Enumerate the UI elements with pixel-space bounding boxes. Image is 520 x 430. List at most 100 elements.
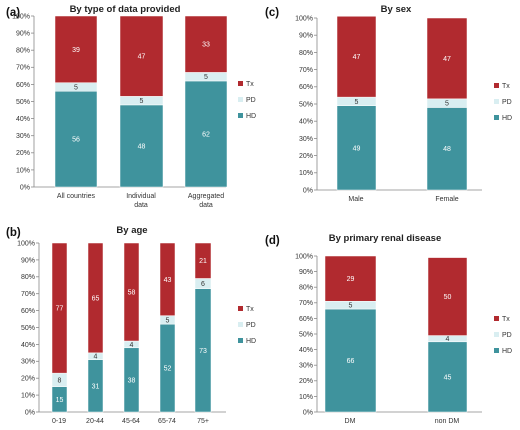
y-tick-label: 20% bbox=[299, 153, 313, 160]
data-label: 4 bbox=[446, 336, 450, 343]
data-label: 8 bbox=[58, 377, 62, 384]
data-label: 49 bbox=[353, 145, 361, 152]
bar-segment-tx bbox=[123, 242, 140, 342]
data-label: 21 bbox=[199, 258, 207, 265]
y-tick-label: 100% bbox=[12, 13, 30, 20]
y-tick-label: 100% bbox=[17, 240, 35, 247]
legend-swatch-pd bbox=[238, 322, 243, 327]
y-tick-label: 90% bbox=[21, 257, 35, 264]
legend-label-tx: Tx bbox=[502, 83, 510, 90]
legend-label-hd: HD bbox=[502, 115, 512, 122]
bar-segment-tx bbox=[119, 15, 164, 97]
legend-label-pd: PD bbox=[246, 97, 256, 104]
x-tick-label: DM bbox=[345, 418, 356, 425]
y-tick-label: 10% bbox=[299, 170, 313, 177]
x-tick-label: 75+ bbox=[197, 418, 209, 425]
x-tick-label: Individual data bbox=[126, 193, 156, 209]
y-tick-label: 10% bbox=[299, 394, 313, 401]
x-tick-label: 0-19 bbox=[52, 418, 66, 425]
y-tick-label: 0% bbox=[303, 409, 313, 416]
y-tick-label: 80% bbox=[299, 50, 313, 57]
bar-segment-tx bbox=[184, 15, 228, 73]
data-label: 47 bbox=[353, 54, 361, 61]
y-tick-label: 90% bbox=[299, 269, 313, 276]
x-tick-label: non DM bbox=[435, 418, 460, 425]
y-tick-label: 30% bbox=[299, 363, 313, 370]
bar-segment-tx bbox=[426, 17, 468, 100]
bar-segment-hd bbox=[324, 308, 377, 413]
y-tick-label: 10% bbox=[16, 167, 30, 174]
bar-segment-hd bbox=[426, 107, 468, 191]
legend-swatch-hd bbox=[494, 115, 499, 120]
y-tick-label: 20% bbox=[16, 150, 30, 157]
data-label: 50 bbox=[444, 294, 452, 301]
bar-segment-hd bbox=[54, 90, 98, 188]
legend-swatch-tx bbox=[494, 83, 499, 88]
x-tick-label: 45-64 bbox=[122, 418, 140, 425]
data-label: 58 bbox=[128, 290, 136, 297]
data-label: 47 bbox=[138, 54, 146, 61]
data-label: 5 bbox=[74, 84, 78, 91]
data-label: 38 bbox=[128, 377, 136, 384]
x-tick-label: Male bbox=[348, 196, 363, 203]
legend-swatch-hd bbox=[238, 338, 243, 343]
legend-label-tx: Tx bbox=[246, 306, 254, 313]
legend-swatch-tx bbox=[238, 306, 243, 311]
legend-swatch-pd bbox=[494, 332, 499, 337]
panel-label: (d) bbox=[265, 235, 280, 247]
y-tick-label: 90% bbox=[16, 31, 30, 38]
bar-segment-hd bbox=[336, 105, 377, 191]
y-tick-label: 60% bbox=[299, 84, 313, 91]
legend-swatch-pd bbox=[494, 99, 499, 104]
bar-segment-tx bbox=[427, 257, 468, 336]
data-label: 48 bbox=[443, 146, 451, 153]
data-label: 4 bbox=[94, 354, 98, 361]
y-tick-label: 10% bbox=[21, 393, 35, 400]
legend-swatch-hd bbox=[494, 348, 499, 353]
data-label: 29 bbox=[347, 276, 355, 283]
y-tick-label: 0% bbox=[20, 184, 30, 191]
x-tick-label: 65-74 bbox=[158, 418, 176, 425]
y-tick-label: 50% bbox=[299, 101, 313, 108]
bar-segment-tx bbox=[336, 16, 377, 98]
legend-label-pd: PD bbox=[502, 332, 512, 339]
bar-segment-tx bbox=[324, 255, 377, 302]
y-tick-label: 80% bbox=[299, 285, 313, 292]
y-tick-label: 60% bbox=[21, 308, 35, 315]
legend-label-tx: Tx bbox=[502, 316, 510, 323]
y-tick-label: 30% bbox=[21, 359, 35, 366]
panel-label: (c) bbox=[265, 7, 279, 19]
y-tick-label: 30% bbox=[16, 133, 30, 140]
data-label: 66 bbox=[347, 358, 355, 365]
chart-title: By primary renal disease bbox=[329, 233, 441, 244]
y-tick-label: 100% bbox=[295, 253, 313, 260]
y-tick-label: 70% bbox=[299, 300, 313, 307]
y-tick-label: 20% bbox=[299, 378, 313, 385]
legend-label-hd: HD bbox=[246, 113, 256, 120]
y-tick-label: 80% bbox=[16, 48, 30, 55]
data-label: 31 bbox=[92, 383, 100, 390]
y-tick-label: 40% bbox=[299, 347, 313, 354]
data-label: 73 bbox=[199, 348, 207, 355]
legend-swatch-hd bbox=[238, 113, 243, 118]
legend-label-hd: HD bbox=[246, 338, 256, 345]
x-tick-label: 20-44 bbox=[86, 418, 104, 425]
legend-swatch-tx bbox=[494, 316, 499, 321]
data-label: 33 bbox=[202, 42, 210, 49]
legend-label-pd: PD bbox=[502, 99, 512, 106]
y-tick-label: 40% bbox=[299, 119, 313, 126]
chart-title: By sex bbox=[381, 4, 412, 15]
y-tick-label: 70% bbox=[16, 65, 30, 72]
y-tick-label: 90% bbox=[299, 33, 313, 40]
panel-label: (b) bbox=[6, 227, 21, 239]
legend-swatch-tx bbox=[238, 81, 243, 86]
bar-segment-tx bbox=[159, 242, 176, 316]
y-tick-label: 60% bbox=[16, 82, 30, 89]
data-label: 5 bbox=[140, 98, 144, 105]
data-label: 6 bbox=[201, 281, 205, 288]
y-tick-label: 40% bbox=[21, 342, 35, 349]
chart-title: By age bbox=[116, 225, 147, 236]
bar-segment-tx bbox=[87, 242, 104, 354]
legend-label-tx: Tx bbox=[246, 81, 254, 88]
data-label: 65 bbox=[92, 295, 100, 302]
